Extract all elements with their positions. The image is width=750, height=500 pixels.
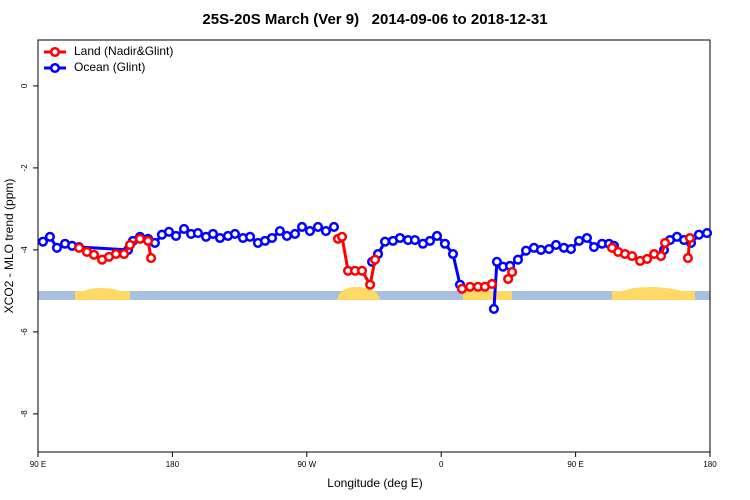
point (456, 283, 468, 294)
point (178, 223, 190, 235)
point (274, 225, 285, 237)
point (163, 226, 175, 237)
legend-marker (49, 46, 61, 58)
series (74, 231, 696, 294)
point (207, 228, 219, 239)
y-tick-label: -4 (20, 246, 29, 254)
point (229, 228, 241, 239)
point (336, 231, 348, 242)
point (626, 250, 638, 262)
point (464, 281, 476, 292)
x-tick-label: 90 E (567, 460, 583, 469)
point (535, 244, 547, 255)
point (488, 303, 499, 314)
point (312, 221, 324, 232)
point (682, 253, 693, 264)
point (684, 232, 696, 244)
point (431, 230, 443, 242)
point (44, 231, 55, 242)
point (110, 248, 122, 260)
point (304, 225, 315, 237)
point (143, 235, 154, 246)
point (701, 228, 713, 239)
x-axis-label: Longitude (deg E) (327, 476, 422, 490)
x-tick-label: 0 (439, 460, 444, 469)
point (289, 228, 301, 239)
point (507, 266, 518, 278)
point (88, 249, 100, 260)
point (655, 250, 667, 262)
point (369, 254, 381, 265)
point (588, 241, 600, 253)
point (296, 221, 308, 232)
point (37, 236, 48, 247)
point (245, 231, 256, 242)
point (192, 228, 203, 239)
point (357, 265, 368, 276)
plot-frame (37, 39, 711, 453)
y-tick-label: -8 (20, 410, 29, 418)
point (486, 278, 498, 289)
point (573, 235, 585, 246)
point (503, 273, 514, 285)
x-tick-label: 90 E (30, 460, 46, 469)
x-tick-label: 90 W (297, 460, 316, 469)
point (520, 245, 532, 256)
point (512, 254, 524, 265)
point (118, 248, 130, 260)
legend-label: Ocean (Glint) (74, 60, 145, 74)
point (145, 253, 157, 264)
point (543, 244, 555, 255)
point (328, 221, 340, 232)
x-tick-label: 180 (703, 460, 717, 469)
point (439, 238, 450, 249)
point (642, 253, 653, 264)
y-axis-label: XCO2 - MLO trend (ppm) (2, 179, 16, 314)
y-tick-label: 0 (20, 83, 29, 88)
point (214, 232, 226, 244)
point (424, 235, 436, 246)
y-tick-label: -2 (20, 164, 29, 172)
chart-title: 25S-20S March (Ver 9) 2014-09-06 to 2018… (202, 11, 547, 28)
x-tick-label: 180 (166, 460, 180, 469)
point (693, 229, 704, 240)
point (320, 225, 331, 237)
legend-label: Land (Nadir&Glint) (74, 44, 173, 58)
point (134, 233, 146, 244)
point (550, 239, 562, 251)
point (394, 232, 406, 244)
point (380, 236, 391, 247)
point (581, 232, 592, 244)
point (491, 256, 502, 267)
point (281, 230, 292, 242)
point (660, 237, 671, 248)
point (409, 235, 420, 246)
point (170, 230, 182, 242)
point (74, 242, 85, 253)
land-ocean-strip (38, 286, 710, 300)
point (365, 279, 376, 290)
legend-marker (49, 62, 61, 74)
point (447, 248, 459, 260)
point (124, 239, 136, 251)
y-tick-label: -6 (20, 328, 29, 336)
point (266, 232, 278, 244)
point (565, 244, 577, 255)
point (51, 242, 63, 253)
